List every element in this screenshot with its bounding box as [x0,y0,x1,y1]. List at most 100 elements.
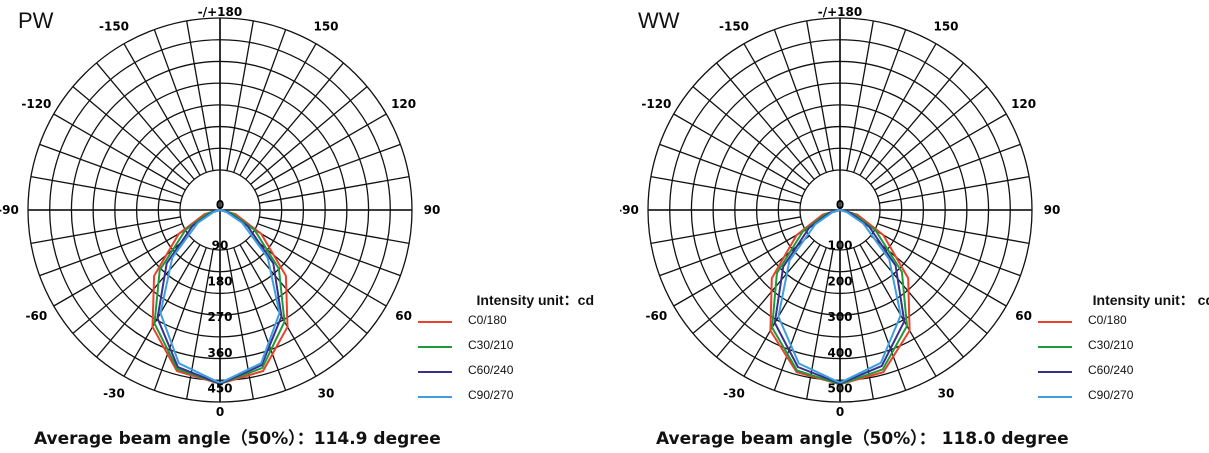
legend-label: C30/210 [468,338,514,352]
legend-label: C30/210 [1088,338,1134,352]
angle-tick-label: 30 [318,387,335,401]
legend-swatch [1038,396,1072,398]
chart-title: PW [18,8,54,33]
radial-tick-label: 180 [207,274,232,288]
grid-spoke [245,240,344,358]
radial-tick-label: 100 [827,239,852,253]
grid-spoke [39,223,183,277]
grid-spoke [650,216,801,244]
grid-spoke [673,229,806,307]
grid-spoke [877,143,1021,197]
legend-title: Intensity unit：cd [476,292,594,308]
grid-spoke [96,240,195,358]
legend-item: C30/210 [1034,335,1209,360]
legend-item: C90/270 [414,385,600,410]
grid-spoke [53,229,186,307]
grid-spoke [853,247,907,391]
grid-spoke [659,223,803,277]
polar-plot: -/+180 150 120 90 60 30 0 -30 -60 -90 -120 -150 0 90 1… [0,5,440,419]
angle-tick-label: 30 [938,387,955,401]
grid-spoke [865,240,964,358]
grid-spoke [259,176,410,204]
angle-tick-label: 120 [1011,97,1036,111]
grid-spoke [743,244,821,377]
legend-swatch [418,321,452,323]
legend-swatch [1038,321,1072,323]
angle-tick-label: -120 [641,97,671,111]
grid-spoke [879,176,1030,204]
legend-item: C90/270 [1034,385,1209,410]
grid-spoke [226,249,254,400]
legend-label: C0/180 [1088,313,1127,327]
legend: Intensity unit：cd C0/180 C30/210 C60/240… [410,290,600,410]
grid-spoke [773,247,827,391]
legend-label: C60/240 [468,363,514,377]
legend-swatch [418,371,452,373]
legend-item: C0/180 [414,310,600,335]
grid-spoke [30,176,181,204]
angle-tick-label: 90 [1044,203,1061,217]
angle-tick-label: -30 [723,387,745,401]
grid-spoke [250,86,368,185]
radial-tick-label: 200 [827,274,852,288]
grid-spoke [153,247,207,391]
angle-tick-label: 60 [395,309,412,323]
legend-swatch [418,396,452,398]
curves [769,209,911,386]
angle-tick-label: -90 [620,203,639,217]
legend-item: C30/210 [414,335,600,360]
grid-spoke [250,235,368,334]
grid-spoke [650,176,801,204]
radial-tick-label: 0 [216,198,224,212]
grid-spoke [239,43,317,176]
grid-spoke [96,62,195,180]
grid-spoke [859,43,937,176]
angle-tick-label: -30 [103,387,125,401]
grid-spoke [226,20,254,171]
grid-spoke [879,216,1030,244]
radial-labels: 0 90 180 270 360 450 [207,198,232,396]
angle-tick-label: 150 [313,19,338,33]
angle-tick-label: 150 [933,19,958,33]
grid-spoke [257,223,401,277]
radial-tick-label: 270 [207,310,232,324]
polar-grid [27,17,413,403]
grid-spoke [254,113,387,191]
legend-item: C0/180 [1034,310,1209,335]
angle-tick-label: -90 [0,203,19,217]
grid-spoke [773,29,827,173]
angle-tick-label: -/+180 [198,5,242,19]
legend-title: Intensity unit： cd [1092,292,1209,308]
curves [151,209,289,385]
grid-spoke [123,43,201,176]
grid-spoke [865,62,964,180]
legend-item: C60/240 [1034,360,1209,385]
series-curve-c90-270 [159,209,281,384]
legend-label: C90/270 [1088,388,1134,402]
angle-tick-label: 0 [836,405,844,419]
radial-tick-label: 450 [207,382,232,396]
angle-tick-label: -/+180 [818,5,862,19]
angle-tick-label: 0 [216,405,224,419]
grid-spoke [874,113,1007,191]
polar-grid [647,17,1033,403]
grid-spoke [233,247,287,391]
legend-swatch [1038,346,1072,348]
legend-label: C90/270 [468,388,514,402]
grid-spoke [743,43,821,176]
grid-spoke [716,240,815,358]
angle-tick-label: -150 [719,19,749,33]
legend-label: C0/180 [468,313,507,327]
grid-spoke [877,223,1021,277]
grid-spoke [846,20,874,171]
legend-item: C60/240 [414,360,600,385]
legend-swatch [1038,371,1072,373]
radial-tick-label: 360 [207,346,232,360]
grid-spoke [673,113,806,191]
grid-spoke [853,29,907,173]
grid-spoke [257,143,401,197]
polar-plot: -/+1801501209060300-30-60-90-120-1500100… [620,5,1060,419]
radial-labels: 0 100 200 300 400 500 [827,198,852,396]
